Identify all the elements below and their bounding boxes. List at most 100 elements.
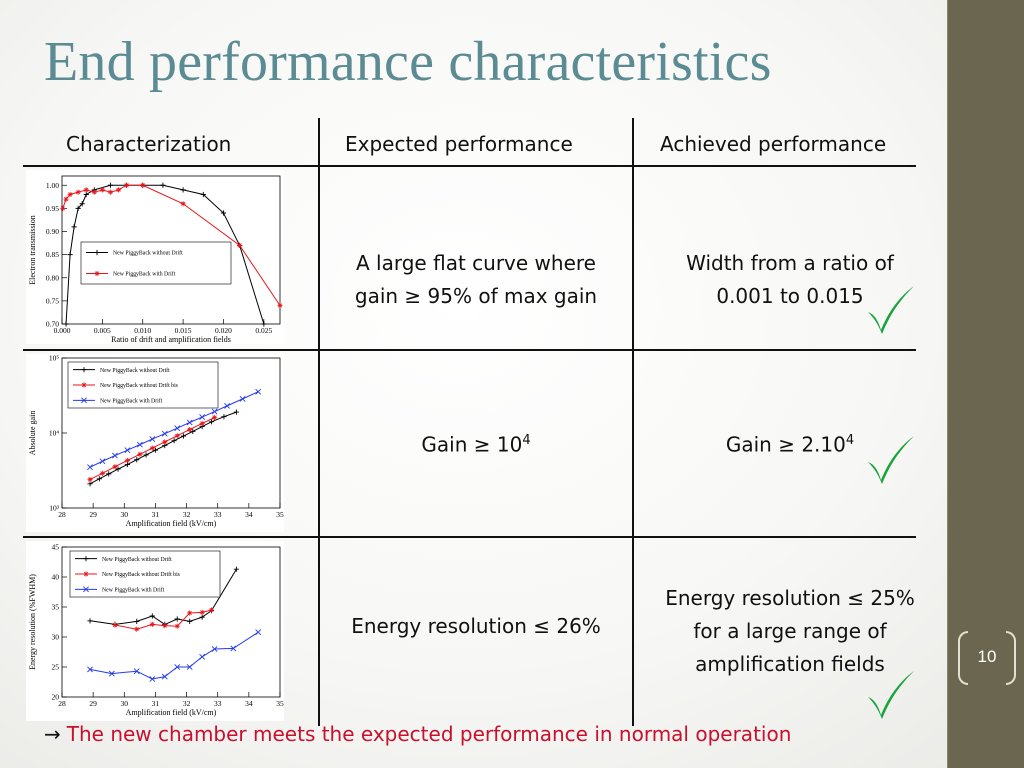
data-point bbox=[134, 626, 140, 632]
row2-expected-exponent: 4 bbox=[522, 433, 531, 448]
data-point bbox=[79, 201, 85, 207]
data-point bbox=[208, 607, 215, 613]
data-point bbox=[149, 621, 155, 627]
row3-expected-line1: Energy resolution ≤ 26% bbox=[351, 614, 601, 638]
data-point bbox=[83, 191, 89, 198]
data-point bbox=[160, 182, 166, 188]
data-point bbox=[161, 430, 168, 437]
data-point bbox=[87, 666, 93, 673]
x-tick-label: 28 bbox=[58, 510, 66, 519]
data-point bbox=[108, 670, 115, 677]
data-point bbox=[211, 646, 218, 652]
right-arrow-icon: → bbox=[44, 722, 61, 746]
data-point bbox=[239, 395, 246, 402]
plot-frame bbox=[61, 175, 281, 325]
data-point bbox=[199, 653, 206, 660]
y-tick-label: 35 bbox=[52, 603, 60, 612]
chart-energy-resolution: 28 29 30 31 32 33 34 35 20 25 30 35 40 45 Amplificatio… bbox=[26, 541, 284, 721]
data-point bbox=[180, 201, 186, 207]
data-point bbox=[186, 419, 193, 426]
data-point bbox=[224, 402, 230, 409]
chart-absolute-gain-svg: 28 29 30 31 32 33 34 35 10³ 10⁴ 10⁵ Amplification f… bbox=[28, 354, 284, 528]
data-point bbox=[140, 182, 146, 188]
x-tick-label: 0.005 bbox=[94, 326, 111, 335]
page-number: 10 bbox=[958, 631, 1016, 685]
legend-label: New PiggyBack with Drift bbox=[113, 271, 176, 278]
data-point bbox=[221, 414, 227, 420]
data-point bbox=[199, 609, 205, 615]
x-tick-label: 35 bbox=[276, 510, 284, 519]
x-tick-label: 31 bbox=[152, 699, 160, 708]
data-point bbox=[136, 441, 143, 448]
y-tick-label: 40 bbox=[52, 573, 60, 582]
data-point bbox=[174, 616, 180, 622]
data-point bbox=[137, 451, 143, 457]
data-point bbox=[161, 673, 168, 680]
data-point bbox=[106, 471, 112, 477]
legend-label: New PiggyBack without Drift bbox=[100, 367, 170, 374]
row1-achieved-line2: 0.001 to 0.015 bbox=[716, 284, 864, 308]
data-point bbox=[124, 447, 131, 454]
check-icon bbox=[868, 286, 914, 334]
x-axis-label: Amplification field (kV/cm) bbox=[126, 708, 217, 717]
data-point bbox=[174, 664, 181, 670]
row2-achieved-exponent: 4 bbox=[845, 433, 855, 448]
row1-expected: A large flat curve where gain ≥ 95% of m… bbox=[322, 247, 630, 313]
x-tick-label: 0.015 bbox=[175, 326, 192, 335]
y-tick-label: 0.80 bbox=[46, 273, 59, 282]
check-icon bbox=[868, 436, 914, 484]
chart-energy-resolution-svg: 28 29 30 31 32 33 34 35 20 25 30 35 40 45 Amplificatio… bbox=[28, 543, 284, 718]
data-point bbox=[81, 367, 87, 373]
table-column-divider-2 bbox=[632, 118, 634, 726]
data-point bbox=[87, 464, 93, 471]
header-expected-performance: Expected performance bbox=[345, 132, 573, 156]
header-characterization: Characterization bbox=[66, 132, 232, 156]
series-line bbox=[89, 391, 259, 468]
x-tick-label: 29 bbox=[89, 510, 97, 519]
data-point bbox=[237, 242, 243, 248]
data-point bbox=[162, 439, 168, 445]
data-point bbox=[83, 586, 89, 593]
data-point bbox=[200, 191, 206, 198]
data-point bbox=[112, 622, 118, 628]
data-point bbox=[255, 629, 262, 636]
data-point bbox=[233, 566, 239, 572]
y-tick-label: 0.90 bbox=[46, 227, 59, 236]
row2-expected-text: Gain ≥ 10 bbox=[421, 432, 523, 457]
data-point bbox=[199, 414, 206, 421]
data-point bbox=[107, 182, 114, 188]
row1-expected-line1: A large flat curve where bbox=[356, 251, 596, 275]
data-point bbox=[99, 187, 105, 193]
y-axis-label: Absolute gain bbox=[28, 411, 37, 456]
table-row-divider-2 bbox=[23, 536, 916, 538]
x-axis-label: Ratio of drift and amplification fields bbox=[111, 335, 231, 344]
x-tick-label: 28 bbox=[58, 699, 66, 708]
row2-achieved-text: Gain ≥ 2.10 bbox=[725, 432, 846, 457]
data-point bbox=[67, 191, 73, 198]
sidebar-divider bbox=[947, 0, 948, 768]
slide-title: End performance characteristics bbox=[44, 31, 772, 93]
x-tick-label: 0.025 bbox=[255, 326, 272, 335]
chart-electron-transmission-svg: 0.000 0.005 0.010 0.015 0.020 0.025 0.70 0.75 0.… bbox=[28, 175, 283, 344]
y-axis-label: Electron transmission bbox=[28, 215, 37, 285]
row3-achieved-line2: for a large range of bbox=[693, 619, 887, 643]
data-point bbox=[99, 458, 106, 465]
series-line bbox=[89, 568, 237, 625]
x-tick-label: 30 bbox=[121, 699, 129, 708]
table-column-divider-1 bbox=[318, 118, 320, 726]
legend-label: New PiggyBack without Drift bis bbox=[100, 382, 179, 389]
x-tick-label: 34 bbox=[245, 510, 253, 519]
data-point bbox=[187, 427, 193, 433]
check-icon bbox=[868, 671, 914, 719]
data-point bbox=[124, 457, 130, 464]
legend-label: New PiggyBack without Drift bbox=[113, 250, 183, 257]
data-point bbox=[87, 476, 93, 483]
row2-expected: Gain ≥ 104 bbox=[322, 424, 630, 462]
data-point bbox=[152, 447, 159, 453]
data-point bbox=[149, 613, 155, 619]
data-point bbox=[208, 419, 215, 425]
legend-box bbox=[80, 241, 232, 285]
data-point bbox=[187, 610, 193, 616]
legend-label: New PiggyBack without Drift bbox=[102, 556, 172, 563]
chart-absolute-gain: 28 29 30 31 32 33 34 35 10³ 10⁴ 10⁵ Amplification f… bbox=[26, 354, 284, 532]
